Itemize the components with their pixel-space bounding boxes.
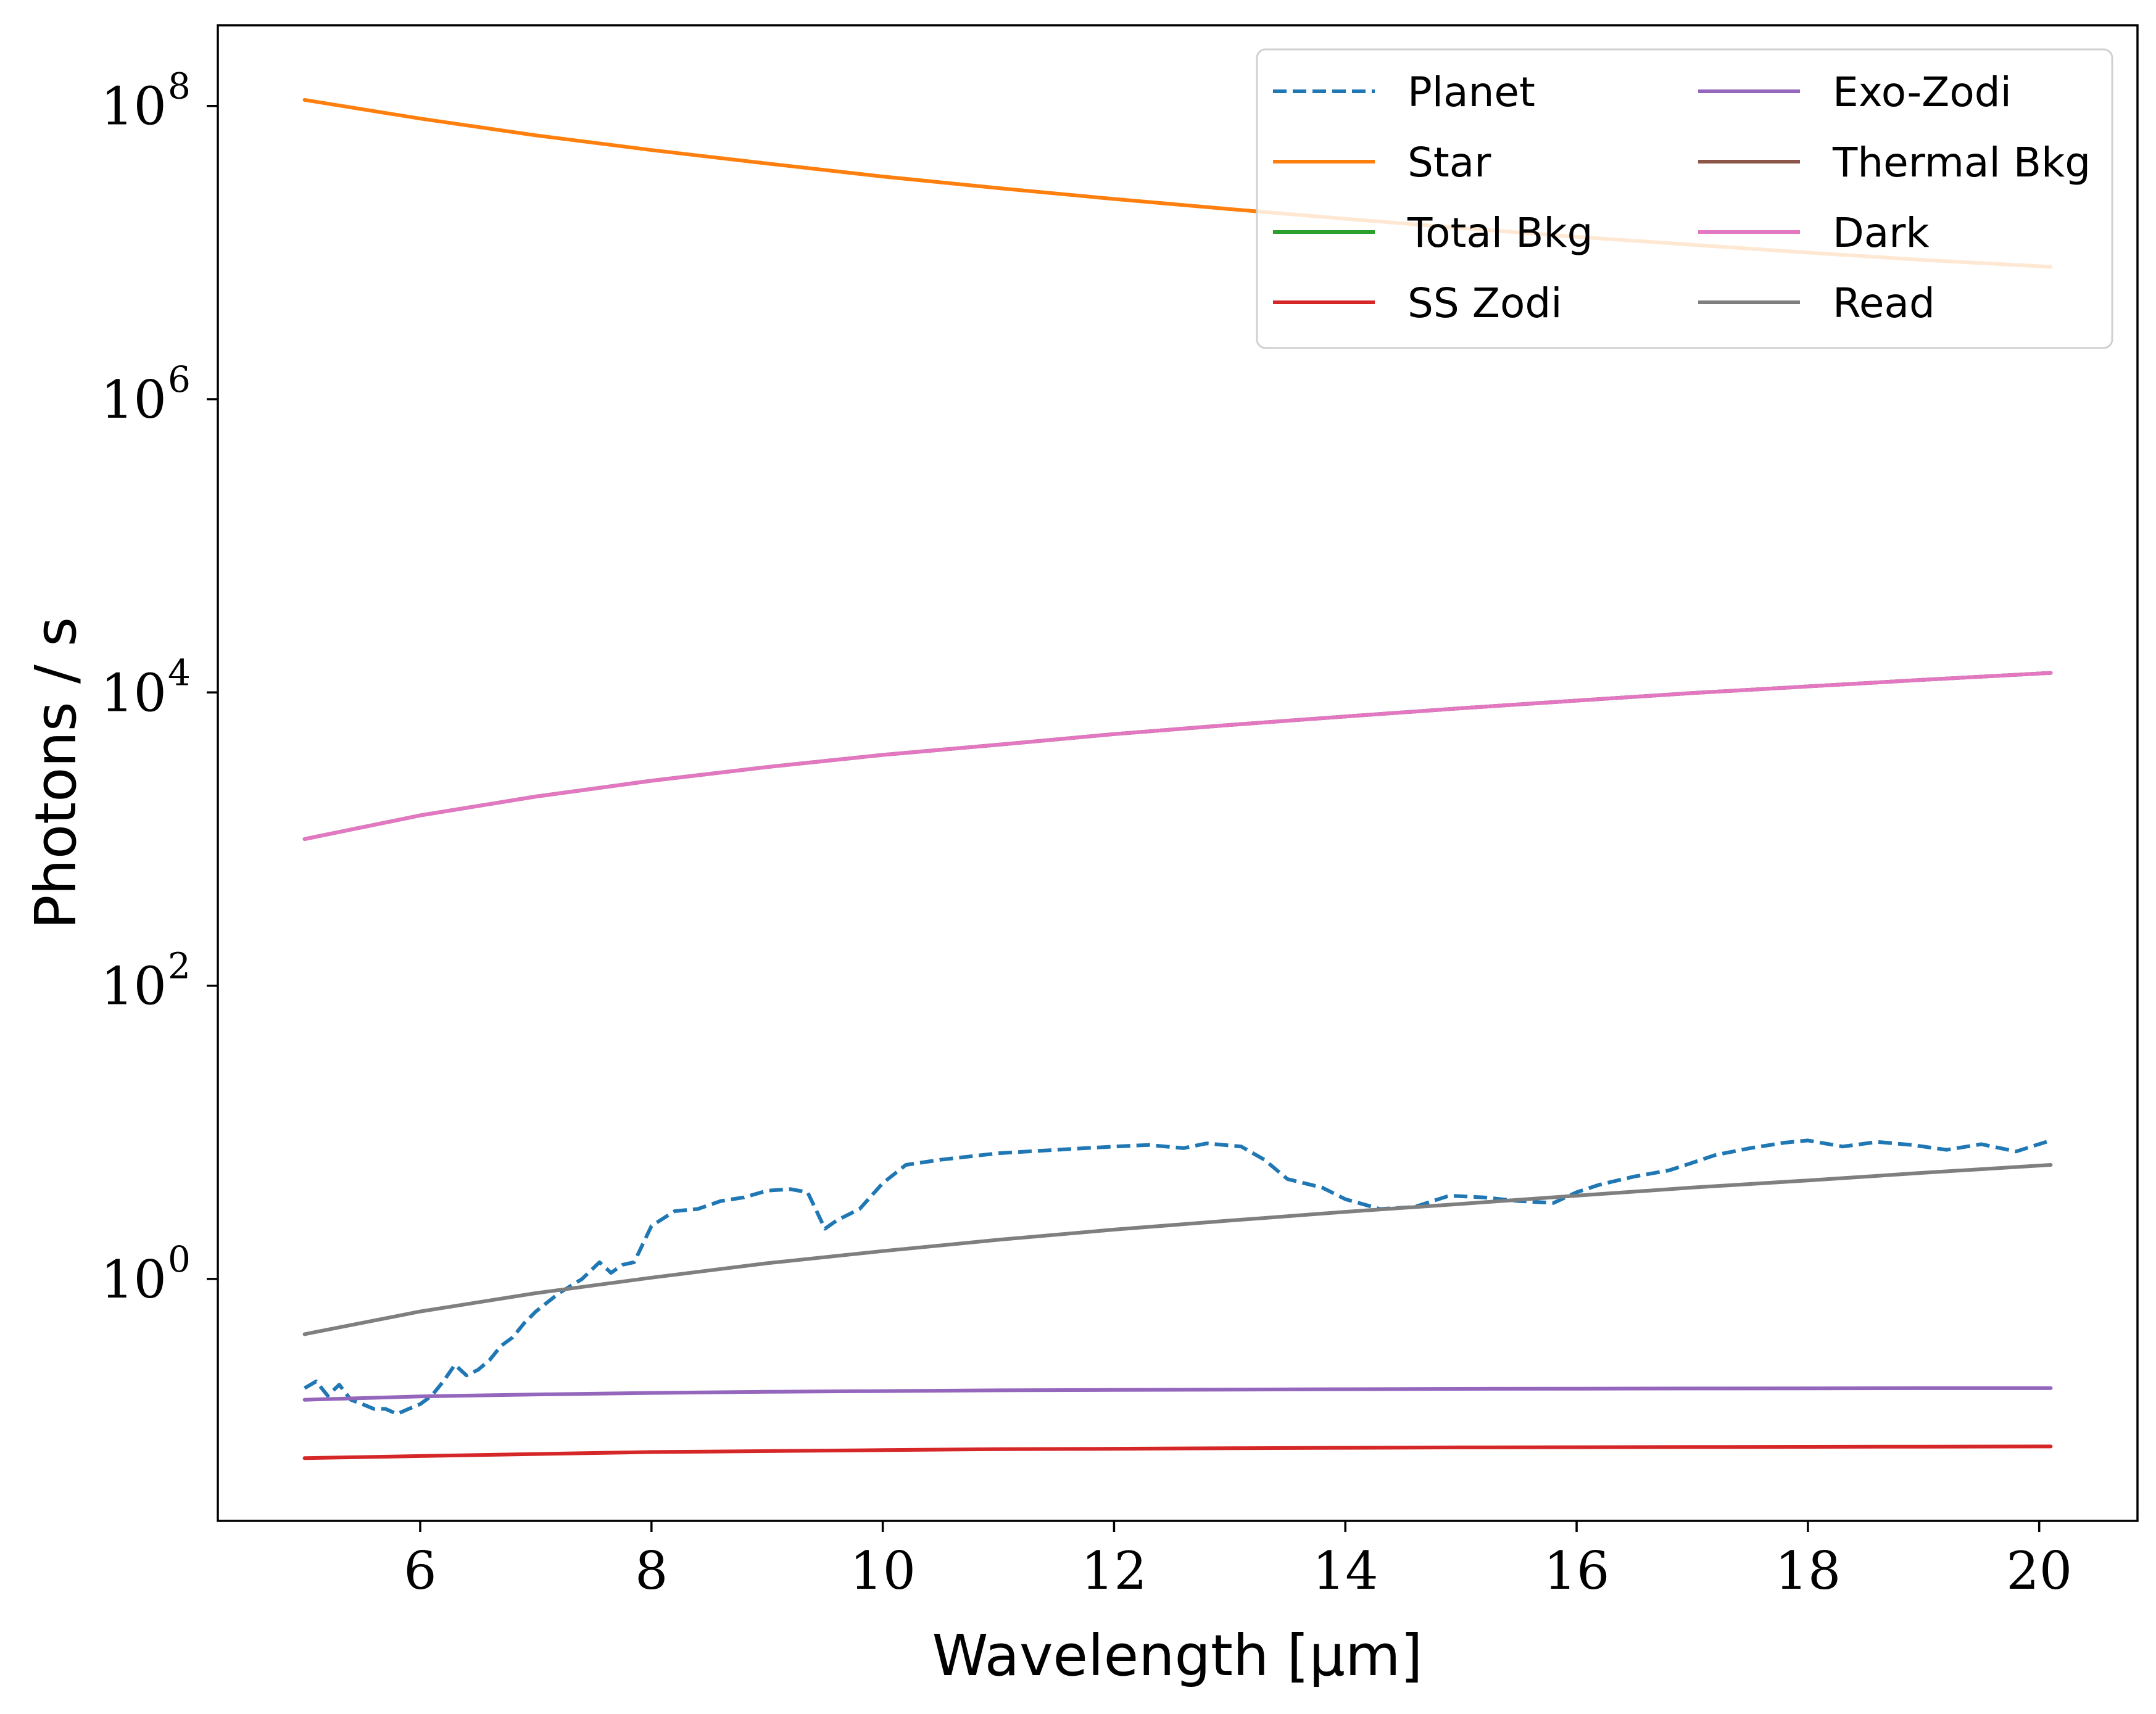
legend-item-star: Star [1273,139,1491,186]
legend-item-ss-zodi: SS Zodi [1273,279,1562,327]
x-tick-label: 10 [850,1541,916,1601]
series-line-exo-zodi [302,1386,2053,1402]
x-axis-label: Wavelength [μm] [932,1623,1423,1689]
legend-label: Dark [1833,209,1930,257]
legend-label: Total Bkg [1407,209,1593,257]
legend-box [1256,48,2113,349]
y-tick-exponent: 6 [168,358,191,400]
series-line-dark [302,671,2053,841]
legend-label: Read [1833,279,1935,327]
y-tick-base: 10 [101,663,167,723]
x-tick-label: 8 [635,1541,668,1601]
x-tick-label: 6 [404,1541,436,1601]
x-tick-label: 14 [1312,1541,1379,1601]
series-line-read [302,1163,2053,1336]
legend: Planet Star Total Bkg SS Zodi Exo-Zodi Therma… [1256,48,2113,349]
y-tick-label: 10 2 [101,945,191,1017]
series-line-ss-zodi [302,1444,2053,1460]
y-tick-base: 10 [101,77,167,137]
legend-label: Exo-Zodi [1833,68,2012,116]
series-line-planet [304,1138,2052,1416]
legend-item-planet: Planet [1273,68,1535,116]
legend-item-thermal-bkg: Thermal Bkg [1698,139,2091,186]
y-axis-label: Photons / s [23,617,89,929]
y-tick-exponent: 0 [168,1238,191,1280]
y-tick-base: 10 [101,956,167,1017]
y-tick-exponent: 2 [168,945,191,987]
legend-label: SS Zodi [1408,279,1562,327]
x-tick-label: 16 [1544,1541,1610,1601]
x-tick-label: 18 [1775,1541,1841,1601]
x-tick-label: 12 [1081,1541,1147,1601]
x-axis-ticks: 6 8 10 12 14 16 18 20 [404,1521,2072,1601]
plot-frame [217,24,2139,1522]
x-tick-label: 20 [2006,1541,2072,1601]
y-tick-label: 10 0 [101,1238,191,1310]
y-tick-label: 10 4 [101,652,191,723]
y-tick-exponent: 4 [168,652,191,693]
legend-label: Thermal Bkg [1832,139,2091,186]
legend-label: Star [1408,139,1491,186]
y-tick-base: 10 [101,1249,167,1310]
legend-item-read: Read [1698,279,1935,327]
y-tick-exponent: 8 [168,65,191,107]
y-tick-label: 10 8 [101,65,191,137]
y-tick-label: 10 6 [101,358,191,430]
legend-item-dark: Dark [1698,209,1930,257]
legend-item-total-bkg: Total Bkg [1273,209,1593,257]
legend-label: Planet [1408,68,1535,116]
legend-item-exo-zodi: Exo-Zodi [1698,68,2012,116]
y-tick-base: 10 [101,370,167,430]
